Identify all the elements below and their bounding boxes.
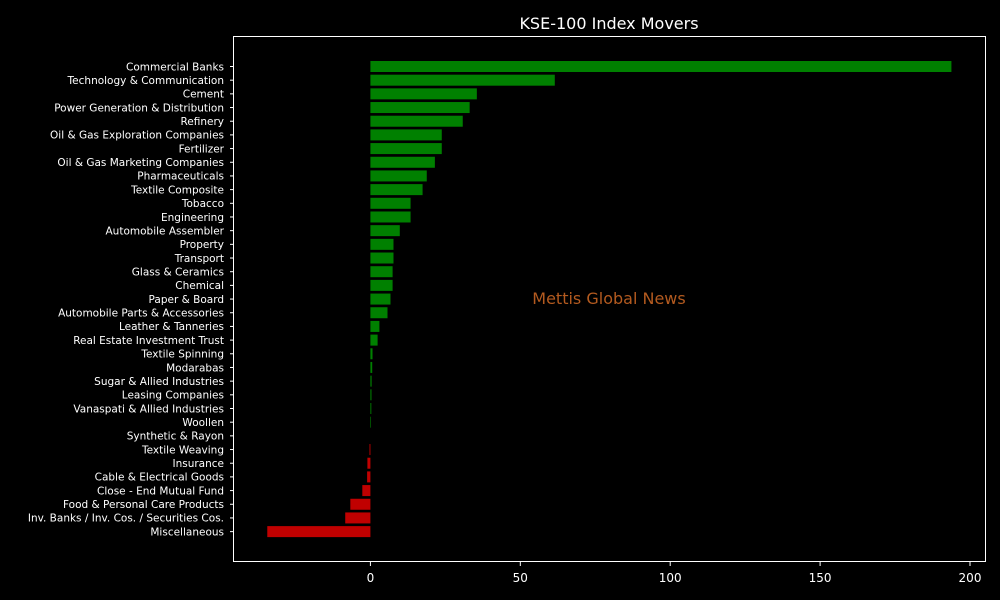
category-label-26: Woollen <box>182 417 224 429</box>
bar-23 <box>370 375 372 387</box>
bar-10 <box>370 197 411 209</box>
x-tick-label-3: 150 <box>809 571 832 585</box>
category-label-14: Transport <box>174 253 224 265</box>
category-label-34: Miscellaneous <box>150 526 224 538</box>
category-label-15: Glass & Ceramics <box>132 267 224 279</box>
category-label-31: Close - End Mutual Fund <box>97 485 224 497</box>
bar-4 <box>370 115 463 127</box>
category-label-0: Commercial Banks <box>126 61 224 73</box>
bar-1 <box>370 74 555 86</box>
category-label-19: Leather & Tanneries <box>119 321 224 333</box>
category-label-1: Technology & Communication <box>67 75 224 87</box>
bar-24 <box>370 389 372 401</box>
category-label-24: Leasing Companies <box>122 390 224 402</box>
category-label-8: Pharmaceuticals <box>137 171 224 183</box>
bar-17 <box>370 293 391 305</box>
category-label-11: Engineering <box>161 212 224 224</box>
category-label-6: Fertilizer <box>179 143 225 155</box>
category-label-13: Property <box>180 239 224 251</box>
bar-28 <box>369 444 371 456</box>
bar-2 <box>370 88 477 100</box>
category-label-18: Automobile Parts & Accessories <box>58 308 224 320</box>
bar-14 <box>370 252 394 264</box>
bar-29 <box>367 457 371 469</box>
category-label-7: Oil & Gas Marketing Companies <box>57 157 224 169</box>
bar-16 <box>370 279 393 291</box>
bar-26 <box>370 416 372 428</box>
bar-9 <box>370 184 423 196</box>
category-label-25: Vanaspati & Allied Industries <box>73 403 224 415</box>
category-label-16: Chemical <box>175 280 224 292</box>
category-label-20: Real Estate Investment Trust <box>73 335 224 347</box>
x-axis: 0 50 100 150 200 <box>367 561 982 585</box>
bar-8 <box>370 170 427 182</box>
category-labels: Commercial Banks Technology & Communicati… <box>28 61 234 538</box>
x-tick-label-0: 0 <box>367 571 375 585</box>
bar-19 <box>370 320 380 332</box>
x-tick-label-4: 200 <box>959 571 982 585</box>
chart-title: KSE-100 Index Movers <box>519 14 698 33</box>
bar-30 <box>367 471 371 483</box>
bar-31 <box>362 485 371 497</box>
x-tick-label-2: 100 <box>659 571 682 585</box>
category-label-10: Tobacco <box>181 198 224 210</box>
category-label-28: Textile Weaving <box>141 444 224 456</box>
watermark-text: Mettis Global News <box>532 289 685 308</box>
bar-15 <box>370 266 393 278</box>
category-label-33: Inv. Banks / Inv. Cos. / Securities Cos. <box>28 513 224 525</box>
category-label-23: Sugar & Allied Industries <box>94 376 224 388</box>
category-label-32: Food & Personal Care Products <box>63 499 224 511</box>
category-label-5: Oil & Gas Exploration Companies <box>50 130 224 142</box>
category-label-29: Insurance <box>172 458 224 470</box>
category-label-17: Paper & Board <box>149 294 224 306</box>
bar-20 <box>370 334 378 346</box>
bar-33 <box>345 512 371 524</box>
bar-6 <box>370 143 442 155</box>
bar-7 <box>370 156 435 168</box>
plot-frame <box>233 36 986 562</box>
bars-group <box>267 61 952 538</box>
category-label-22: Modarabas <box>166 362 224 374</box>
category-label-27: Synthetic & Rayon <box>127 431 224 443</box>
bar-0 <box>370 61 952 72</box>
category-label-2: Cement <box>183 89 224 101</box>
category-label-4: Refinery <box>180 116 224 128</box>
bar-21 <box>370 348 373 360</box>
bar-34 <box>267 526 371 538</box>
x-tick-label-1: 50 <box>513 571 528 585</box>
bar-13 <box>370 238 394 250</box>
category-label-30: Cable & Electrical Goods <box>95 472 224 484</box>
category-label-12: Automobile Assembler <box>106 225 225 237</box>
bar-3 <box>370 102 470 114</box>
bar-11 <box>370 211 411 223</box>
category-label-9: Textile Composite <box>130 184 224 196</box>
bar-5 <box>370 129 442 141</box>
bar-25 <box>370 403 372 414</box>
category-label-3: Power Generation & Distribution <box>54 102 224 114</box>
bar-12 <box>370 225 400 237</box>
bar-22 <box>370 361 373 373</box>
bar-32 <box>350 498 371 510</box>
bar-18 <box>370 307 388 319</box>
category-label-21: Textile Spinning <box>140 349 224 361</box>
